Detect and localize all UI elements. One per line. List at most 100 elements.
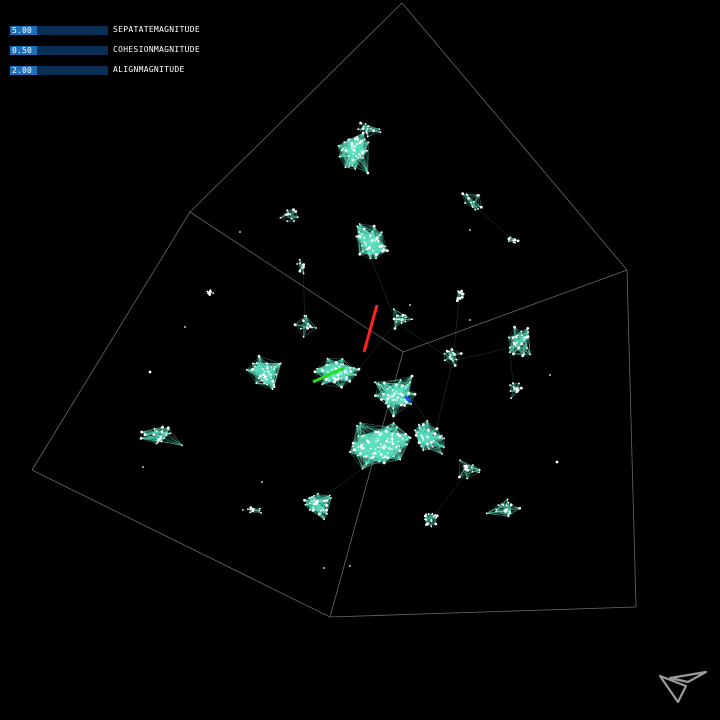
boid-link bbox=[389, 375, 413, 388]
boid-link bbox=[322, 384, 342, 388]
boid-link bbox=[367, 128, 372, 137]
boid-link bbox=[256, 382, 268, 385]
boid-links bbox=[140, 122, 531, 527]
boid-link bbox=[260, 374, 270, 377]
boid-link bbox=[363, 422, 394, 436]
boid-link bbox=[246, 362, 258, 371]
boid-link bbox=[396, 391, 416, 395]
boid-link bbox=[370, 238, 378, 259]
boid-link bbox=[367, 131, 381, 137]
boid-link bbox=[401, 376, 413, 406]
cube-edge bbox=[31, 469, 331, 618]
boid-link bbox=[359, 236, 371, 259]
boid-link bbox=[360, 453, 367, 465]
boid-link bbox=[342, 358, 351, 368]
boid-link bbox=[339, 366, 351, 369]
boid-link bbox=[359, 223, 363, 235]
boid-link bbox=[144, 434, 157, 444]
boid-link bbox=[294, 324, 304, 337]
boid-link bbox=[300, 327, 308, 330]
boid-link bbox=[349, 451, 367, 465]
boid-link bbox=[374, 379, 401, 383]
boid-link bbox=[305, 315, 311, 327]
boid-link bbox=[280, 216, 298, 219]
boid-link bbox=[370, 250, 388, 259]
boid-link bbox=[141, 438, 157, 444]
boid-link bbox=[479, 195, 482, 208]
boid-link bbox=[521, 343, 525, 355]
boid-link bbox=[258, 356, 281, 364]
boid-link bbox=[477, 195, 480, 210]
boid-link bbox=[393, 309, 397, 323]
bounding-cube bbox=[31, 2, 637, 618]
boid-link bbox=[462, 193, 466, 204]
cube-edge bbox=[329, 606, 637, 618]
boid-link bbox=[314, 358, 343, 372]
boid-link bbox=[170, 433, 183, 446]
boid-link bbox=[348, 157, 363, 168]
boid-link bbox=[388, 406, 394, 417]
boid-link bbox=[509, 385, 517, 393]
boid-link bbox=[338, 145, 340, 157]
cube-edge bbox=[626, 269, 637, 608]
boid-link bbox=[521, 343, 524, 356]
boid-link bbox=[339, 156, 346, 168]
boid-link bbox=[339, 150, 342, 157]
boid-link bbox=[405, 315, 413, 320]
boid-link bbox=[326, 362, 337, 380]
boid-link bbox=[378, 383, 390, 388]
boid-link bbox=[360, 235, 371, 238]
boid-link bbox=[246, 369, 257, 384]
boid-link bbox=[341, 381, 350, 388]
boid-link bbox=[272, 366, 276, 390]
boid-link bbox=[370, 232, 383, 259]
boid-link bbox=[367, 142, 369, 174]
boid-link bbox=[359, 133, 364, 157]
boid-link bbox=[262, 363, 281, 370]
boid-link bbox=[387, 384, 397, 396]
boid-link bbox=[144, 434, 160, 440]
boid-link bbox=[367, 128, 380, 137]
boid-link bbox=[261, 367, 268, 381]
boid-link bbox=[508, 337, 510, 348]
boid-link bbox=[252, 368, 261, 377]
boid-link bbox=[381, 232, 388, 251]
boid-link bbox=[294, 315, 307, 325]
boid-link bbox=[394, 317, 407, 329]
boid-link bbox=[253, 363, 268, 370]
boid-link bbox=[156, 430, 183, 446]
boid-link bbox=[286, 210, 292, 219]
boid-link bbox=[393, 403, 412, 417]
boid-link bbox=[471, 195, 479, 207]
boid-link bbox=[379, 459, 401, 463]
boid-link bbox=[256, 377, 272, 384]
boid-link bbox=[522, 337, 527, 356]
boid-link bbox=[402, 318, 413, 321]
boid-link bbox=[464, 194, 467, 204]
boid-link bbox=[361, 233, 371, 237]
boid-link bbox=[246, 369, 261, 377]
boid-link bbox=[141, 437, 162, 439]
boid-link bbox=[365, 123, 368, 137]
boid-link bbox=[345, 153, 354, 168]
boid-link bbox=[294, 320, 304, 325]
boid-link bbox=[306, 315, 317, 329]
boid-link bbox=[156, 430, 165, 439]
boid-link bbox=[280, 210, 288, 218]
boid-link bbox=[472, 205, 482, 208]
boid-link bbox=[512, 337, 524, 356]
boid-link bbox=[338, 145, 355, 151]
boid-link bbox=[322, 377, 334, 385]
boid-link bbox=[144, 434, 159, 441]
boid-link bbox=[375, 250, 388, 259]
boid-link bbox=[141, 431, 162, 438]
boid-link bbox=[293, 209, 295, 222]
boid-link bbox=[356, 226, 361, 255]
boid-link bbox=[510, 390, 517, 393]
cube-edge bbox=[189, 211, 404, 353]
boid-link bbox=[339, 148, 353, 158]
boid-link bbox=[394, 314, 404, 329]
boid-link bbox=[141, 428, 155, 433]
